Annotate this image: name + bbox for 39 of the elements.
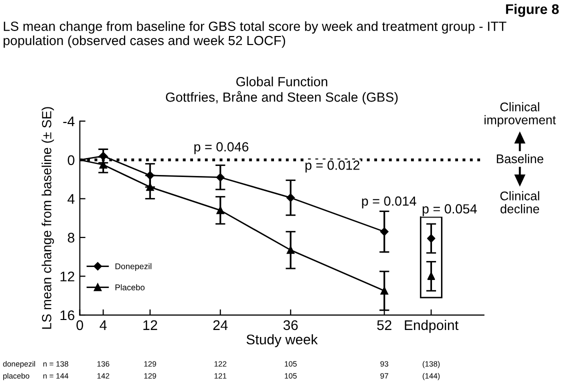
x-tick-label: 24	[213, 320, 228, 330]
y-tick-label: 4	[68, 194, 75, 204]
ref-line-label: Baseline	[496, 154, 544, 164]
legend-label: Placebo	[115, 284, 145, 290]
caption: Figure 8	[506, 4, 559, 17]
y-tick-label: -4	[63, 116, 75, 126]
point	[427, 272, 435, 280]
point	[146, 183, 154, 191]
y-axis-title: LS mean change from baseline (± SE)	[42, 107, 54, 329]
point	[216, 206, 224, 214]
text: Clinical improvement	[484, 102, 556, 127]
point	[380, 286, 388, 295]
annotation: p = 0.012	[306, 160, 360, 173]
point	[286, 194, 295, 202]
annotation: p = 0.014	[362, 196, 416, 208]
chart-subtitle: Global Function Gottfries, Bråne and Steen Scale (GBS)	[166, 76, 398, 104]
chart-title: LS mean change from baseline for GBS total score by week and treatment group - ITT population (observed cases and week 52 LOCF)	[4, 21, 506, 48]
y-tick-label: 16	[60, 310, 74, 320]
annotation: p = 0.054	[422, 204, 477, 216]
y-tick-label: 0	[68, 155, 74, 166]
x-tick-label: 52	[377, 320, 392, 330]
point	[99, 160, 108, 169]
point	[286, 246, 294, 254]
point	[146, 171, 154, 180]
text: Clinical decline	[500, 191, 540, 214]
x-tick-label: 4	[100, 320, 107, 330]
y-tick-label: 8	[68, 232, 74, 243]
legend-label: Donepezil	[115, 263, 152, 271]
point	[427, 234, 436, 243]
annotation: p = 0.046	[194, 142, 248, 154]
x-tick-label: 0	[76, 320, 84, 330]
x-tick-label: 12	[143, 320, 158, 330]
point	[99, 152, 108, 160]
x-tick-label: Endpoint	[404, 320, 458, 333]
x-axis-title: Study week	[246, 334, 318, 348]
y-tick-label: 12	[60, 272, 74, 282]
x-tick-label: 36	[283, 320, 298, 330]
point	[216, 173, 224, 182]
point	[380, 228, 388, 236]
